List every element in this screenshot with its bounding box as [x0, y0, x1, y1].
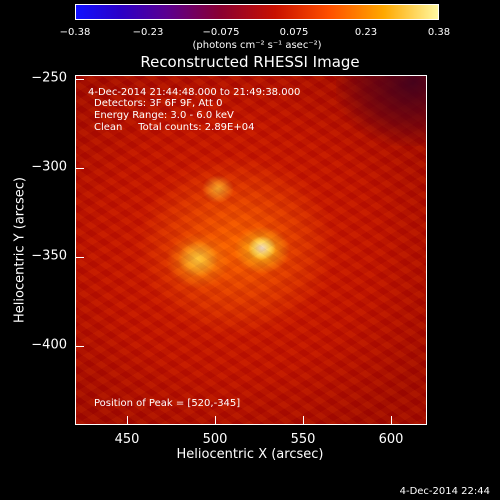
x-tick-label: 450	[114, 432, 140, 447]
annotation-method: Clean Total counts: 2.89E+04	[94, 122, 255, 133]
y-axis-label: Heliocentric Y (arcsec)	[12, 177, 28, 323]
annotation-detectors: Detectors: 3F 6F 9F, Att 0	[94, 98, 223, 109]
x-axis-label: Heliocentric X (arcsec)	[176, 447, 324, 462]
colorbar-tick: 0.23	[354, 27, 378, 38]
colorbar-tick: 0.075	[279, 27, 309, 38]
y-tick-label: −250	[31, 70, 67, 86]
plot-timestamp: 4-Dec-2014 22:44	[399, 486, 490, 497]
colorbar-tick: −0.23	[132, 27, 164, 38]
colorbar	[75, 4, 439, 20]
y-tick-label: −400	[31, 337, 67, 353]
annotation-peak: Position of Peak = [520,-345]	[94, 398, 241, 409]
x-tick-label: 550	[290, 432, 316, 447]
colorbar-tick: 0.38	[427, 27, 451, 38]
x-tick-label: 600	[378, 432, 404, 447]
y-tick-label: −350	[31, 248, 67, 264]
y-tick-label: −300	[31, 159, 67, 175]
annotation-time-range: 4-Dec-2014 21:44:48.000 to 21:49:38.000	[88, 87, 301, 98]
colorbar-unit-label: (photons cm⁻² s⁻¹ asec⁻²)	[192, 40, 322, 51]
annotation-energy: Energy Range: 3.0 - 6.0 keV	[94, 110, 234, 121]
x-tick-label: 500	[202, 432, 228, 447]
image-dark-region	[336, 76, 426, 146]
rhessi-image: 4-Dec-2014 21:44:48.000 to 21:49:38.000 …	[75, 75, 427, 425]
colorbar-tick: −0.075	[202, 27, 240, 38]
colorbar-tick: −0.38	[59, 27, 91, 38]
image-title: Reconstructed RHESSI Image	[140, 53, 360, 71]
